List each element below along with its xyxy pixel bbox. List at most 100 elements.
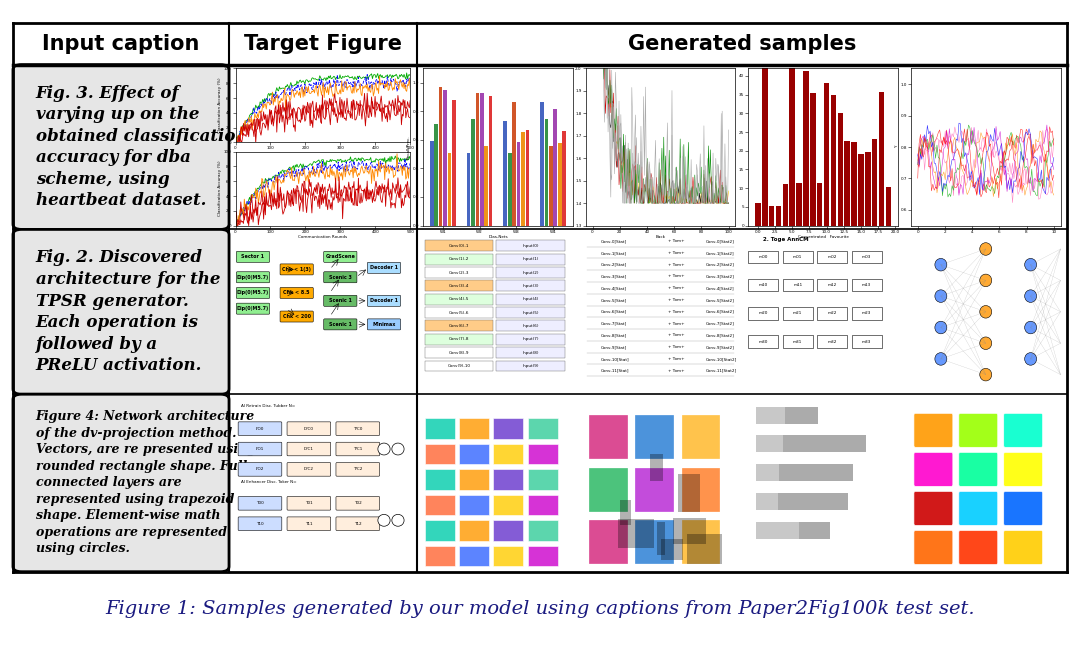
Bar	[494, 444, 524, 464]
Text: + Tom+: + Tom+	[669, 333, 685, 337]
FancyBboxPatch shape	[681, 415, 720, 459]
Text: Conv(2)-3: Conv(2)-3	[449, 271, 470, 275]
Bar	[756, 435, 783, 452]
Circle shape	[1025, 321, 1037, 334]
FancyBboxPatch shape	[635, 415, 674, 459]
Text: Figure 4: Network architecture
of the dv-projection method.
Vectors, are re pres: Figure 4: Network architecture of the dv…	[36, 410, 256, 556]
Text: Conv-1[Stat]: Conv-1[Stat]	[600, 251, 626, 255]
FancyBboxPatch shape	[239, 497, 282, 510]
Text: Dip(0|M5.7): Dip(0|M5.7)	[237, 306, 269, 311]
Text: + Tom+: + Tom+	[669, 239, 685, 243]
Text: m03: m03	[862, 255, 872, 259]
Text: T00: T00	[256, 501, 264, 505]
Bar	[459, 419, 489, 439]
FancyBboxPatch shape	[589, 415, 627, 459]
Bar	[528, 470, 558, 490]
Bar	[434, 124, 438, 225]
Bar	[748, 307, 779, 320]
FancyBboxPatch shape	[635, 520, 674, 565]
Bar	[756, 493, 848, 510]
Bar	[508, 153, 512, 225]
FancyBboxPatch shape	[959, 452, 998, 486]
Text: Input(4): Input(4)	[523, 297, 539, 301]
Bar	[818, 307, 847, 320]
Bar	[845, 141, 850, 225]
Text: m30: m30	[758, 340, 768, 344]
FancyBboxPatch shape	[287, 497, 330, 510]
Bar	[497, 307, 565, 318]
Bar	[497, 320, 565, 331]
Circle shape	[378, 443, 390, 455]
Bar	[497, 347, 565, 358]
Bar	[430, 141, 434, 225]
Bar	[424, 520, 455, 541]
Text: Conv-6[Stat]: Conv-6[Stat]	[600, 310, 626, 314]
Circle shape	[980, 243, 991, 255]
FancyBboxPatch shape	[237, 303, 270, 314]
Text: Conv-8[Stat2]: Conv-8[Stat2]	[705, 333, 734, 337]
Text: Conv-8[Stat]: Conv-8[Stat]	[600, 333, 626, 337]
Bar	[522, 132, 525, 225]
Bar	[497, 267, 565, 278]
FancyBboxPatch shape	[914, 413, 953, 447]
FancyBboxPatch shape	[914, 492, 953, 525]
Text: + Tom+: + Tom+	[669, 310, 685, 314]
Bar	[783, 251, 812, 263]
Text: + Tom+: + Tom+	[669, 369, 685, 373]
Text: m11: m11	[793, 283, 802, 287]
Text: T11: T11	[306, 522, 312, 526]
Text: Input(5): Input(5)	[523, 311, 539, 315]
Text: Conv-7[Stat]: Conv-7[Stat]	[600, 322, 626, 326]
Text: Scenic 1: Scenic 1	[329, 298, 352, 304]
Bar	[475, 94, 480, 225]
Text: + Tom+: + Tom+	[669, 251, 685, 255]
Text: Fig. 2. Discovered
architecture for the
TPSR generator.
Each operation is
follow: Fig. 2. Discovered architecture for the …	[36, 249, 220, 374]
Text: Conv-2[Stat2]: Conv-2[Stat2]	[705, 263, 734, 267]
Bar	[748, 251, 779, 263]
Text: I/O2: I/O2	[256, 468, 265, 472]
FancyBboxPatch shape	[287, 443, 330, 456]
FancyBboxPatch shape	[239, 463, 282, 476]
Circle shape	[392, 443, 404, 455]
FancyBboxPatch shape	[367, 319, 401, 330]
FancyBboxPatch shape	[681, 520, 720, 565]
Bar	[678, 474, 700, 512]
FancyBboxPatch shape	[237, 251, 270, 262]
Text: Conv(0)-1: Conv(0)-1	[449, 244, 469, 248]
Text: Conv-4[Stat]: Conv-4[Stat]	[600, 286, 626, 290]
Bar	[528, 444, 558, 464]
Bar	[424, 307, 494, 318]
Bar	[516, 142, 521, 225]
Text: 2. Toge AnnCM: 2. Toge AnnCM	[764, 237, 809, 242]
Text: Input(6): Input(6)	[523, 324, 539, 328]
Text: m23: m23	[862, 311, 872, 315]
Text: m10: m10	[758, 283, 768, 287]
Text: Conv-0[Stat2]: Conv-0[Stat2]	[705, 239, 734, 243]
Bar	[831, 95, 836, 225]
Bar	[783, 335, 812, 348]
Text: T/C0: T/C0	[353, 426, 363, 431]
Bar	[818, 279, 847, 291]
Text: Input caption: Input caption	[42, 34, 200, 54]
FancyBboxPatch shape	[959, 492, 998, 525]
Bar	[824, 83, 829, 225]
Bar	[528, 520, 558, 541]
Text: Chk < 200: Chk < 200	[283, 314, 311, 319]
Bar	[484, 146, 488, 225]
Circle shape	[1025, 290, 1037, 302]
Bar	[497, 280, 565, 291]
Text: Input(3): Input(3)	[523, 284, 539, 288]
FancyBboxPatch shape	[324, 272, 356, 283]
FancyBboxPatch shape	[237, 272, 270, 283]
Text: m01: m01	[793, 255, 802, 259]
Bar	[424, 495, 455, 516]
FancyBboxPatch shape	[13, 65, 229, 229]
Text: I/O1: I/O1	[256, 447, 265, 451]
X-axis label: Dias-Nets: Dias-Nets	[488, 235, 508, 239]
X-axis label: Back: Back	[656, 235, 665, 239]
Text: Conv-3[Stat]: Conv-3[Stat]	[600, 275, 626, 278]
Bar	[851, 141, 856, 225]
Bar	[549, 147, 553, 225]
FancyBboxPatch shape	[324, 319, 356, 330]
Text: Conv-2[Stat]: Conv-2[Stat]	[600, 263, 626, 267]
